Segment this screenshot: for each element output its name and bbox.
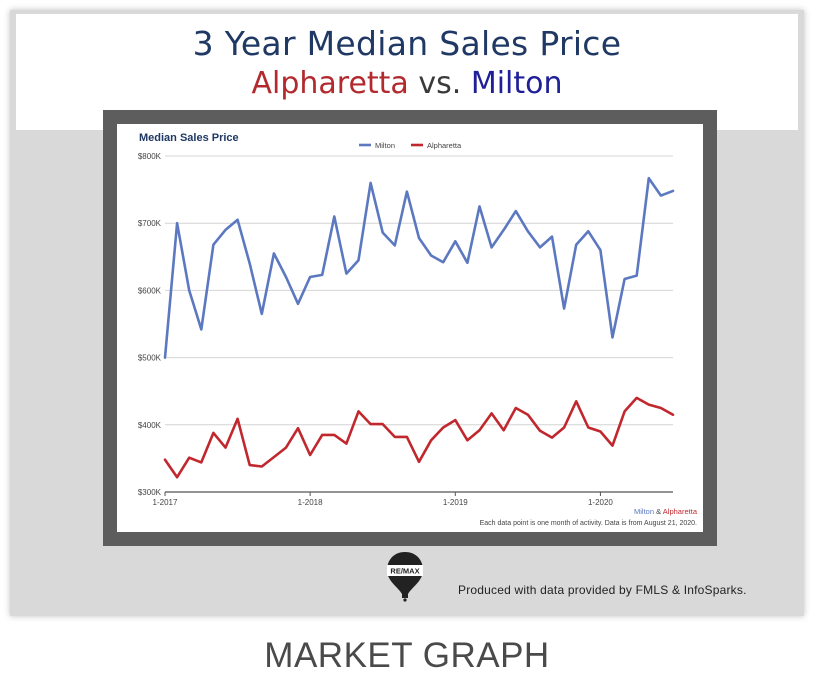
median-price-chart: Median Sales Price $300K $400K $500K $600K $7… (138, 132, 698, 527)
y-tick-label: $800K (138, 152, 162, 161)
subtitle-vs: vs. (418, 66, 462, 101)
x-tick-label: 1-2018 (298, 498, 323, 507)
y-tick-label: $700K (138, 219, 162, 228)
remax-balloon-logo: RE/MAX (387, 552, 423, 602)
series-line-alpharetta (163, 396, 675, 479)
source-source-prefix: Milton (634, 507, 654, 516)
page-subtitle: Alpharetta vs. Milton (16, 66, 798, 101)
x-tick-label: 1-2017 (153, 498, 178, 507)
page-title: 3 Year Median Sales Price (192, 24, 622, 63)
y-tick-label: $600K (138, 286, 162, 295)
y-tick-label: $300K (138, 488, 162, 497)
x-tick-label: 1-2020 (588, 498, 613, 507)
chart-frame: Median Sales Price $300K $400K $500K $600K $7… (103, 110, 717, 546)
chart-title: Median Sales Price (139, 132, 239, 144)
source-source-amp: & (654, 507, 663, 516)
y-tick-label: $500K (138, 354, 162, 363)
data-note: Each data point is one month of activity… (480, 520, 697, 527)
data-credit: Produced with data provided by FMLS & In… (458, 583, 747, 597)
x-tick-label: 1-2019 (443, 498, 468, 507)
market-graph-label: MARKET GRAPH (264, 636, 550, 675)
series-line-milton (163, 176, 675, 359)
y-tick-label: $400K (138, 421, 162, 430)
chart-panel: Median Sales Price $300K $400K $500K $600K $7… (117, 124, 703, 532)
subtitle-milton: Milton (470, 66, 563, 101)
source-source-suffix: Alpharetta (663, 507, 698, 516)
legend-label-alpharetta: Alpharetta (427, 141, 462, 150)
source-annotation: Milton & Alpharetta (634, 507, 698, 516)
logo-text: RE/MAX (390, 567, 419, 576)
subtitle-alpharetta: Alpharetta (251, 66, 409, 101)
legend-label-milton: Milton (375, 141, 395, 150)
market-graph-card: 3 Year Median Sales Price Alpharetta vs.… (10, 10, 804, 616)
